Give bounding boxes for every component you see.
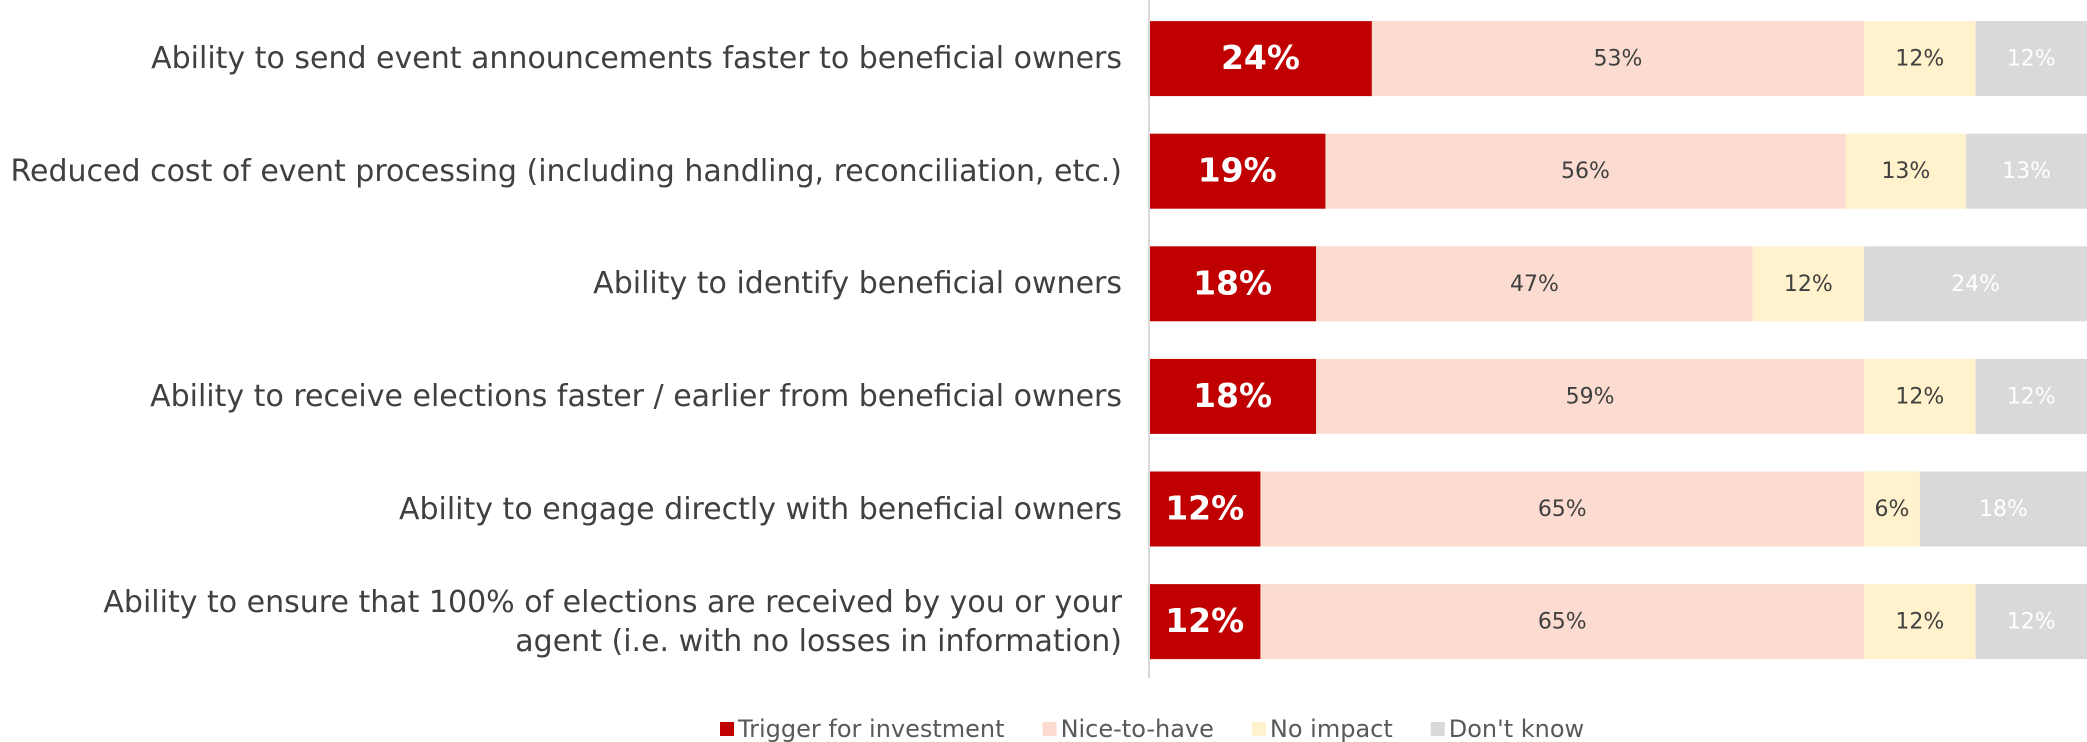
legend-label: No impact: [1270, 715, 1393, 742]
bar-segment: [1149, 584, 1261, 660]
data-label: 18%: [1193, 376, 1272, 415]
data-label: 12%: [2007, 47, 2056, 72]
data-label: 12%: [1895, 47, 1944, 72]
bar-segment: [1149, 246, 1317, 322]
data-label: 13%: [2002, 159, 2051, 184]
category-label: Ability to identify beneficial owners: [593, 266, 1122, 302]
bar-segment: [1316, 358, 1865, 434]
data-label: 12%: [1784, 272, 1833, 297]
data-label: 18%: [1193, 263, 1272, 302]
data-label: 59%: [1566, 384, 1615, 409]
bar-segment: [1975, 21, 2087, 97]
data-label: 65%: [1538, 497, 1587, 522]
bar-segment: [1149, 471, 1261, 547]
legend-label: Nice-to-have: [1061, 715, 1214, 742]
bar-segment: [1325, 133, 1846, 209]
legend-swatch: [1042, 722, 1057, 736]
data-label: 12%: [2007, 384, 2056, 409]
bar-segment: [1864, 471, 1920, 547]
data-label: 12%: [1165, 489, 1244, 528]
bar-segment: [1316, 246, 1753, 322]
data-label: 19%: [1198, 151, 1277, 190]
bar-segment: [1149, 21, 1372, 97]
data-label: 56%: [1561, 159, 1610, 184]
bar-segment: [1371, 21, 1865, 97]
bar-segment: [1845, 133, 1967, 209]
bar-segment: [1149, 358, 1317, 434]
data-label: 65%: [1538, 610, 1587, 635]
legend-swatch: [1251, 722, 1266, 736]
bar-segment: [1752, 246, 1865, 322]
data-label: 12%: [1895, 610, 1944, 635]
data-label: 24%: [1951, 272, 2000, 297]
data-label: 6%: [1875, 497, 1910, 522]
bar-segment: [1260, 471, 1865, 547]
legend-swatch: [1430, 722, 1445, 736]
data-label: 47%: [1510, 272, 1559, 297]
bar-segment: [1864, 246, 2087, 322]
data-label: 24%: [1221, 38, 1300, 77]
category-label: Reduced cost of event processing (includ…: [10, 153, 1122, 189]
legend-label: Don't know: [1449, 715, 1584, 742]
bar-segment: [1864, 584, 1976, 660]
bar-segment: [1966, 133, 2087, 209]
category-label: Ability to engage directly with benefici…: [398, 491, 1122, 527]
category-label: Ability to receive elections faster / ea…: [150, 378, 1122, 414]
data-label: 12%: [1895, 384, 1944, 409]
bar-segment: [1260, 584, 1865, 660]
data-label: 18%: [1979, 497, 2028, 522]
bar-segment: [1864, 358, 1976, 434]
data-label: 53%: [1594, 47, 1643, 72]
category-label: Ability to send event announcements fast…: [151, 41, 1122, 77]
data-label: 13%: [1881, 159, 1930, 184]
legend-swatch: [720, 722, 734, 736]
bar-segment: [1864, 21, 1976, 97]
bar-segment: [1149, 133, 1326, 209]
bar-segment: [1975, 358, 2087, 434]
data-label: 12%: [2007, 610, 2056, 635]
bar-segment: [1975, 584, 2087, 660]
category-label: Ability to ensure that 100% of elections…: [103, 584, 1122, 659]
bar-segment: [1919, 471, 2087, 547]
data-label: 12%: [1165, 601, 1244, 640]
legend-label: Trigger for investment: [737, 715, 1005, 742]
